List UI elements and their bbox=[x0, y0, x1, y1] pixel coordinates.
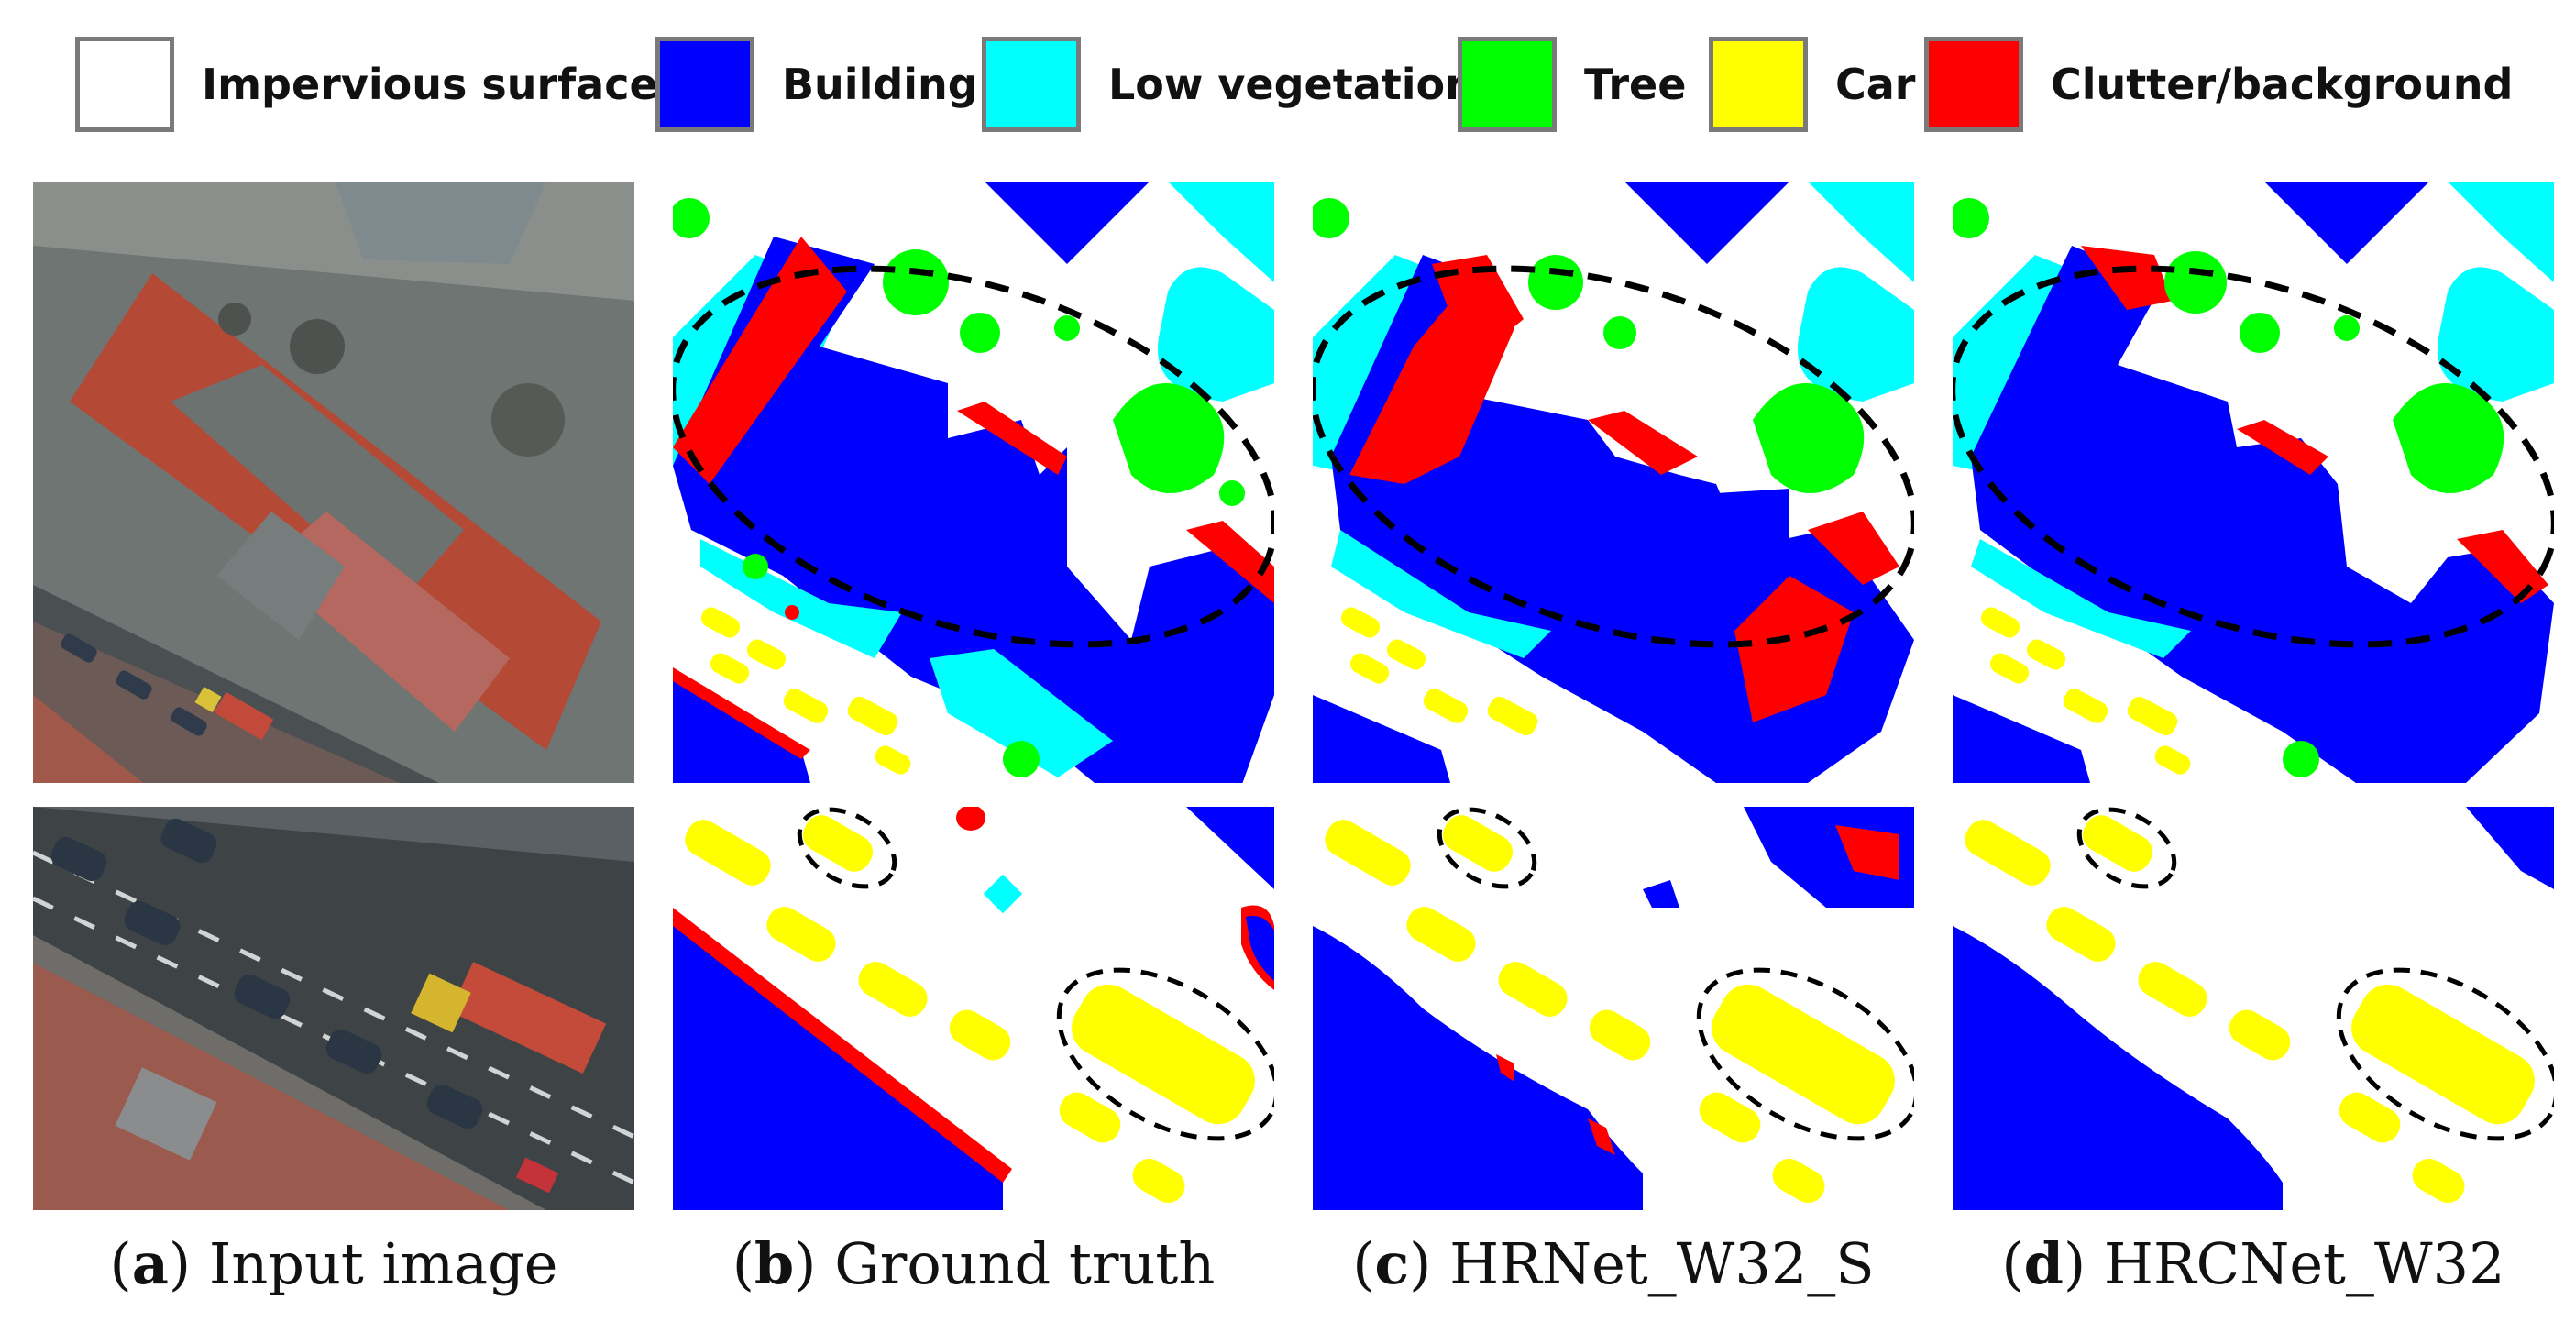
legend: Impervious surfaces Building Low vegetat… bbox=[0, 0, 2576, 165]
input-image-top bbox=[33, 182, 634, 783]
caption-text: HRNet_W32_S bbox=[1449, 1230, 1875, 1297]
caption-text: Input image bbox=[208, 1230, 558, 1297]
input-image-bottom bbox=[33, 807, 634, 1210]
caption-letter: d bbox=[2023, 1230, 2064, 1297]
legend-label: Tree bbox=[1584, 60, 1687, 109]
legend-swatch-impervious bbox=[75, 37, 174, 132]
legend-item-clutter: Clutter/background bbox=[1924, 35, 2513, 134]
caption-c: (c) HRNet_W32_S bbox=[1352, 1230, 1875, 1297]
legend-item-car: Car bbox=[1709, 35, 1916, 134]
caption-a: (a) Input image bbox=[109, 1230, 558, 1297]
legend-item-building: Building bbox=[655, 35, 978, 134]
legend-item-tree: Tree bbox=[1458, 35, 1686, 134]
legend-swatch-tree bbox=[1458, 37, 1557, 132]
hrcnet-top bbox=[1953, 182, 2554, 783]
legend-label: Clutter/background bbox=[2051, 60, 2514, 109]
caption-d: (d) HRCNet_W32 bbox=[2001, 1230, 2505, 1297]
legend-swatch-building bbox=[655, 37, 754, 132]
caption-letter: a bbox=[131, 1230, 169, 1297]
caption-text: Ground truth bbox=[834, 1230, 1216, 1297]
hrcnet-bottom bbox=[1953, 807, 2554, 1210]
caption-letter: c bbox=[1374, 1230, 1410, 1297]
legend-label: Low vegetation bbox=[1108, 60, 1475, 109]
caption-b: (b) Ground truth bbox=[732, 1230, 1216, 1297]
legend-label: Building bbox=[782, 60, 978, 109]
ground-truth-top bbox=[673, 182, 1274, 783]
ground-truth-bottom bbox=[673, 807, 1274, 1210]
hrnet-bottom bbox=[1313, 807, 1914, 1210]
legend-item-low-vegetation: Low vegetation bbox=[982, 35, 1475, 134]
hrnet-top bbox=[1313, 182, 1914, 783]
legend-swatch-clutter bbox=[1924, 37, 2023, 132]
legend-label: Car bbox=[1835, 60, 1916, 109]
legend-swatch-low-vegetation bbox=[982, 37, 1081, 132]
legend-label: Impervious surfaces bbox=[202, 60, 684, 109]
legend-item-impervious: Impervious surfaces bbox=[75, 35, 683, 134]
caption-letter: b bbox=[754, 1230, 795, 1297]
legend-swatch-car bbox=[1709, 37, 1808, 132]
caption-text: HRCNet_W32 bbox=[2103, 1230, 2505, 1297]
